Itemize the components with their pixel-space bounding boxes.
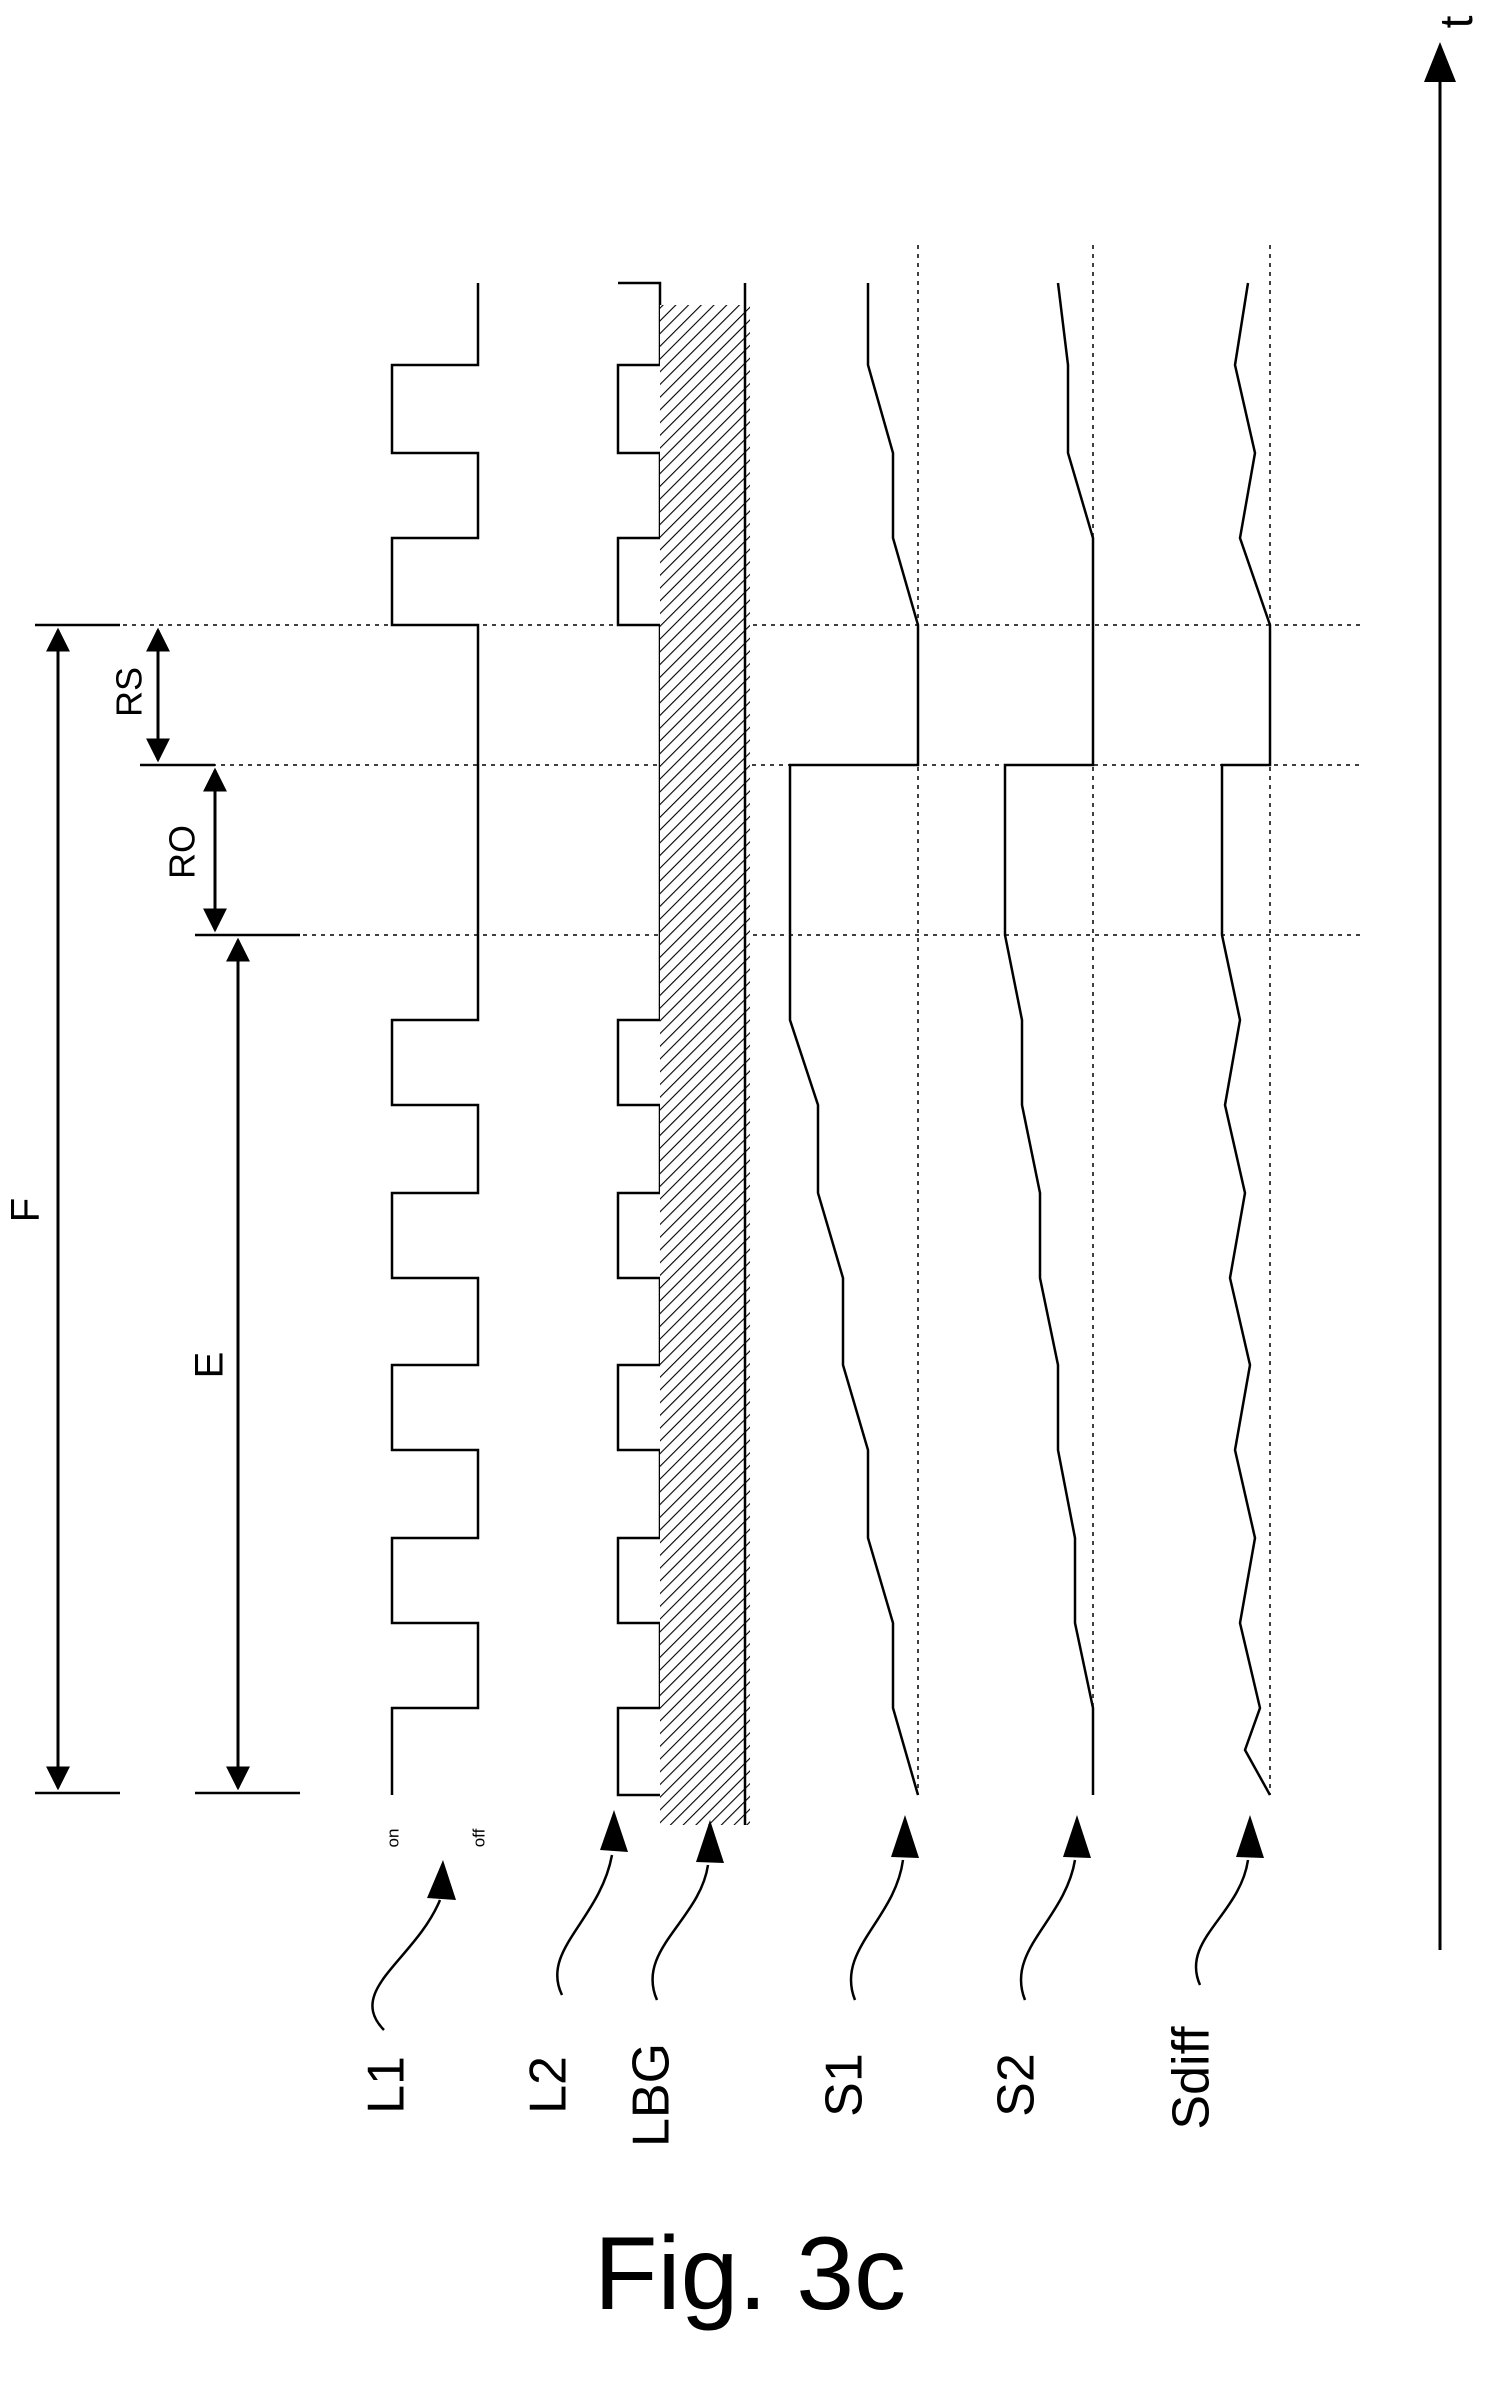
l1-on-label: on (383, 1829, 402, 1848)
interval-e-label: E (188, 1352, 232, 1379)
time-axis-label: t (1430, 15, 1482, 28)
interval-f-label: F (4, 1198, 48, 1222)
interval-ro-label: RO (162, 825, 203, 879)
figure-caption: Fig. 3c (0, 2215, 1500, 2334)
label-s1: S1 (816, 1815, 919, 2117)
signal-baselines (918, 245, 1270, 1795)
time-axis-arrowhead (1424, 42, 1456, 82)
label-l1: L1 (358, 1860, 456, 2114)
s1-leader-arrow (891, 1815, 919, 1858)
l1-off-label: off (469, 1828, 488, 1847)
label-s2: S2 (988, 1815, 1091, 2117)
l1-label: L1 (358, 2056, 416, 2114)
s2-leader-line (1021, 1860, 1075, 2000)
l2-leader-arrow (600, 1810, 628, 1852)
lbg-leader-line (652, 1865, 708, 2000)
sdiff-leader-arrow (1236, 1815, 1264, 1858)
signal-l1: on off (383, 283, 488, 1847)
sdiff-label: Sdiff (1163, 2026, 1221, 2130)
sdiff-leader-line (1196, 1860, 1248, 1985)
signal-s1 (790, 283, 918, 1795)
signal-l2 (618, 283, 660, 1795)
time-axis: t (1424, 15, 1482, 1950)
l1-leader-arrow (427, 1860, 456, 1900)
lbg-leader-arrow (696, 1820, 724, 1863)
s2-label: S2 (988, 2053, 1046, 2117)
interval-dimensions: F E RO RS (4, 625, 300, 1793)
signal-labels: L1 L2 LBG S1 S2 Sdiff (358, 1810, 1264, 2147)
l1-leader-line (372, 1900, 440, 2030)
lbg-label: LBG (623, 2043, 681, 2147)
interval-rs-label: RS (109, 667, 150, 717)
s1-leader-line (851, 1860, 903, 2000)
s1-label: S1 (816, 2053, 874, 2117)
s2-leader-arrow (1063, 1815, 1091, 1858)
signal-s2 (1005, 283, 1093, 1795)
signal-lbg (660, 283, 750, 1825)
l2-label: L2 (520, 2056, 578, 2114)
label-l2: L2 (520, 1810, 628, 2114)
background-light-hatched-area (660, 305, 750, 1825)
label-lbg: LBG (623, 1820, 724, 2147)
l2-leader-line (557, 1855, 612, 1995)
signal-sdiff (1222, 283, 1270, 1795)
label-sdiff: Sdiff (1163, 1815, 1264, 2130)
